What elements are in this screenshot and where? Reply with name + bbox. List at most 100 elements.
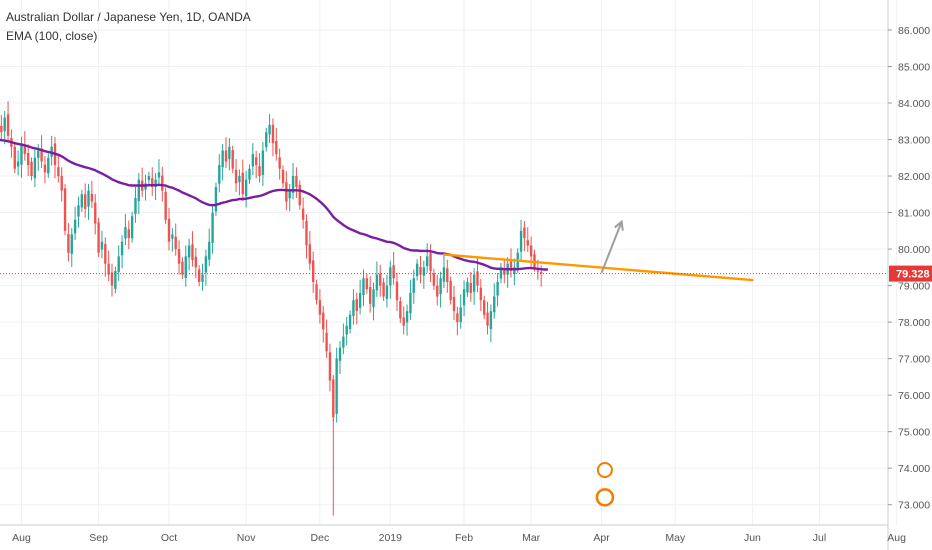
candle [94, 193, 97, 235]
y-tick-label: 82.000 [898, 171, 930, 183]
candle [503, 258, 506, 284]
candle [218, 154, 221, 193]
candle [6, 101, 10, 143]
candle [154, 173, 157, 201]
candle [422, 260, 426, 289]
candle [348, 310, 352, 334]
candle [110, 263, 114, 297]
candle [40, 135, 43, 168]
candle [87, 184, 90, 220]
candle [392, 251, 395, 285]
candle [177, 240, 181, 275]
candle [365, 273, 369, 294]
candle [57, 154, 60, 183]
candle [60, 167, 63, 202]
candle [100, 230, 104, 259]
candle [137, 173, 141, 215]
candle [395, 272, 399, 312]
y-tick-label: 80.000 [898, 244, 930, 256]
candle [482, 295, 486, 320]
candle [43, 155, 47, 184]
x-tick-label: Dec [311, 532, 330, 544]
candle [379, 264, 382, 297]
candle [234, 158, 238, 193]
candle [506, 257, 509, 288]
candle [3, 111, 6, 145]
x-tick-label: 2019 [379, 532, 403, 544]
event-marker-icon [596, 462, 613, 479]
candle [281, 165, 285, 188]
candle [415, 259, 419, 281]
candle [16, 150, 20, 176]
candle [308, 231, 312, 271]
candle [26, 144, 30, 177]
candle [144, 174, 147, 201]
candle [496, 273, 499, 307]
candle [224, 137, 228, 168]
indicator-label: EMA (100, close) [6, 29, 98, 43]
x-tick-label: Mar [522, 532, 541, 544]
candle [342, 323, 345, 355]
candle [271, 118, 275, 157]
candle [268, 113, 271, 144]
x-tick-label: Aug [887, 532, 906, 544]
candle [231, 145, 234, 174]
candle [211, 203, 214, 254]
candle [459, 294, 462, 329]
candle [449, 276, 452, 305]
candle [315, 279, 318, 305]
candle [181, 257, 184, 280]
candle [120, 235, 124, 269]
y-tick-label: 84.000 [898, 98, 930, 110]
candle [184, 245, 187, 287]
candle [67, 223, 70, 262]
candle [204, 249, 208, 286]
candle [429, 244, 432, 282]
candle [362, 269, 365, 307]
candle [442, 254, 446, 289]
candle [301, 197, 305, 229]
candle [486, 301, 489, 335]
candle [318, 289, 322, 324]
projection-arrow-head [614, 219, 624, 231]
candle [197, 265, 201, 287]
candle [399, 296, 402, 323]
candle [358, 279, 362, 315]
candle [117, 245, 120, 281]
candle [47, 153, 50, 178]
candle [288, 184, 291, 212]
candle [345, 316, 348, 346]
candle [509, 248, 513, 278]
candle [338, 341, 342, 374]
y-tick-label: 85.000 [898, 61, 930, 73]
candle [355, 292, 358, 325]
candle [244, 170, 248, 208]
candle [107, 250, 110, 282]
candle [140, 167, 144, 198]
candle [208, 228, 211, 267]
candle [405, 304, 409, 336]
x-tick-label: Sep [89, 532, 108, 544]
y-tick-label: 73.000 [898, 500, 930, 512]
candle [77, 196, 80, 228]
projection-arrow [600, 221, 623, 274]
y-tick-label: 76.000 [898, 390, 930, 402]
candle [412, 269, 415, 304]
candle [127, 220, 130, 250]
candle [164, 187, 167, 225]
candle [382, 277, 385, 301]
candle [439, 271, 442, 308]
candle [298, 180, 301, 210]
candle [372, 282, 375, 321]
x-tick-label: Nov [237, 532, 256, 544]
candle [157, 159, 161, 185]
candle [254, 150, 258, 179]
candle [499, 262, 503, 284]
candle [258, 153, 261, 183]
last-price-badge [889, 265, 932, 282]
candle [151, 167, 154, 196]
candle [13, 142, 16, 174]
candle [191, 231, 194, 267]
